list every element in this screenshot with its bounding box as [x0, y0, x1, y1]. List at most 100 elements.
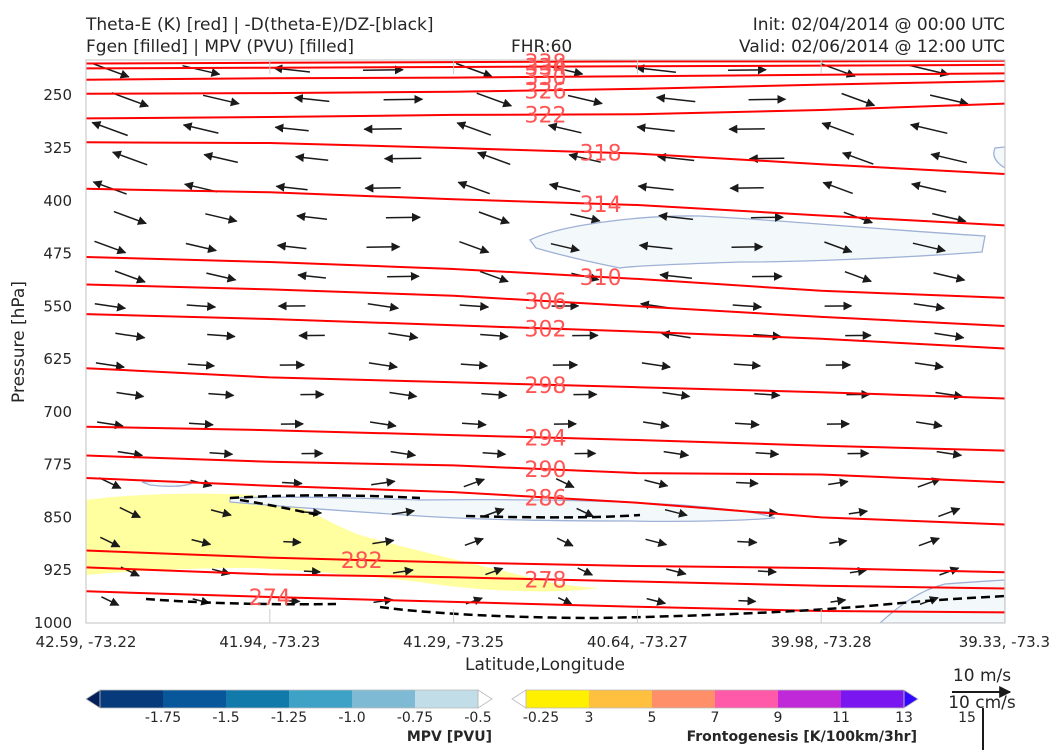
mpv-colorbar-tick-label: -1.0	[338, 710, 365, 726]
wind-vector	[929, 94, 969, 107]
wind-vector	[461, 419, 487, 429]
wind-vector	[388, 332, 419, 341]
theta-e-contour-290	[86, 454, 1005, 484]
wind-vector	[656, 152, 695, 162]
wind-vector	[482, 449, 507, 459]
theta-e-contour-label: 294	[525, 427, 567, 452]
reference-vector: 10 m/s 10 cm/s	[948, 666, 1016, 750]
wind-vector	[99, 536, 121, 548]
wind-vector	[456, 121, 492, 136]
wind-vector	[392, 566, 414, 576]
theta-e-contour-label: 298	[525, 374, 567, 399]
wind-vector	[485, 566, 504, 576]
fgen-colorbar-extend-low	[511, 689, 527, 709]
reference-vector-horizontal-label: 10 m/s	[953, 666, 1011, 686]
wind-vector	[824, 241, 853, 254]
theta-e-contour-label: 334	[525, 56, 567, 81]
theta-e-contour-282	[86, 549, 1005, 574]
fgen-colorbar: 3 5 7 9 11 13 15	[511, 689, 976, 726]
wind-vector	[476, 92, 513, 108]
wind-vector	[557, 596, 573, 605]
mpv-colorbar-outline	[99, 689, 479, 709]
wind-vector	[754, 390, 781, 400]
y-tick-label: 850	[43, 508, 72, 526]
stability-contour-1	[229, 494, 421, 500]
mpv-colorbar-swatch	[289, 690, 353, 708]
wind-vector	[282, 478, 303, 488]
theta-e-contour-label: 338	[525, 51, 567, 76]
mpv-fill-region-upper	[529, 215, 986, 269]
fgen-colorbar-extend-high	[903, 689, 919, 709]
stability-contour-5	[379, 594, 1005, 620]
wind-vector	[930, 151, 967, 164]
wind-vector	[910, 181, 947, 193]
wind-vector	[481, 390, 508, 400]
wind-vector	[644, 479, 669, 489]
wind-vector	[932, 212, 967, 224]
fgen-colorbar-swatch	[526, 690, 590, 708]
wind-vector	[96, 420, 124, 430]
wind-vector	[635, 64, 676, 74]
wind-vector	[555, 478, 575, 488]
y-tick-label: 550	[43, 297, 72, 315]
x-tick-label: 40.64, -73.27	[587, 633, 688, 651]
mpv-fill-region-right-top	[993, 146, 1005, 169]
wind-vector	[828, 478, 849, 488]
theta-e-contour-286	[86, 477, 1005, 526]
wind-vector	[208, 390, 235, 400]
wind-vector	[915, 420, 943, 430]
x-tick-label: 41.94, -73.23	[219, 633, 320, 651]
wind-vector	[94, 302, 127, 312]
wind-vector	[117, 449, 144, 459]
wind-vector	[390, 449, 417, 459]
plot-frame	[85, 59, 1006, 624]
wind-vector	[913, 302, 946, 312]
mpv-colorbar: -1.75 -1.5 -1.25 -1.0 -0.75 -0.5 -0.25	[85, 689, 559, 726]
stability-contour-4	[145, 597, 337, 606]
wind-vector	[663, 449, 690, 459]
y-tick-label: 325	[43, 139, 72, 157]
wind-vector	[185, 242, 217, 254]
y-tick-label: 250	[43, 86, 72, 104]
wind-vector	[113, 210, 147, 225]
y-axis-label: Pressure [hPa]	[9, 281, 29, 403]
theta-e-contour-298	[86, 367, 1005, 400]
wind-vector	[210, 508, 232, 518]
wind-vector	[577, 567, 594, 576]
wind-vector	[463, 477, 486, 488]
wind-vector	[209, 449, 234, 459]
theta-e-contour-310	[86, 256, 1005, 299]
wind-vector	[934, 332, 965, 341]
wind-vector	[638, 241, 673, 251]
wind-vector	[283, 537, 302, 547]
fgen-fill-region	[86, 493, 600, 592]
fgen-colorbar-tick-label: 7	[711, 710, 720, 726]
wind-vector	[116, 390, 145, 400]
wind-vector	[664, 508, 688, 518]
fgen-colorbar-tick-label: 9	[774, 710, 783, 726]
wind-vector	[115, 332, 146, 341]
theta-e-contour-label: 330	[525, 66, 567, 91]
wind-vector	[567, 94, 603, 107]
theta-e-contour-338	[86, 60, 1005, 65]
wind-vector	[830, 596, 847, 606]
wind-vector	[732, 301, 763, 311]
wind-vector	[547, 122, 582, 134]
axis-ticks: 250 325 400 475 550 625 700 775 850 925 100042.59,…	[34, 60, 1050, 651]
wind-vector	[94, 240, 127, 255]
wind-vector	[734, 419, 760, 429]
wind-vector	[114, 270, 146, 284]
mpv-colorbar-tick-label: -0.75	[397, 710, 433, 726]
wind-vector	[119, 506, 142, 519]
x-axis-label: Latitude,Longitude	[465, 655, 625, 675]
wind-vector	[111, 92, 150, 108]
wind-vector	[933, 272, 966, 283]
wind-vector	[658, 212, 694, 221]
mpv-colorbar-tick-label: -0.25	[523, 710, 559, 726]
wind-vector	[369, 420, 397, 430]
wind-vector	[294, 153, 329, 163]
wind-vector	[829, 537, 848, 547]
theta-e-contour-306	[86, 283, 1005, 327]
wind-vector	[476, 151, 511, 166]
